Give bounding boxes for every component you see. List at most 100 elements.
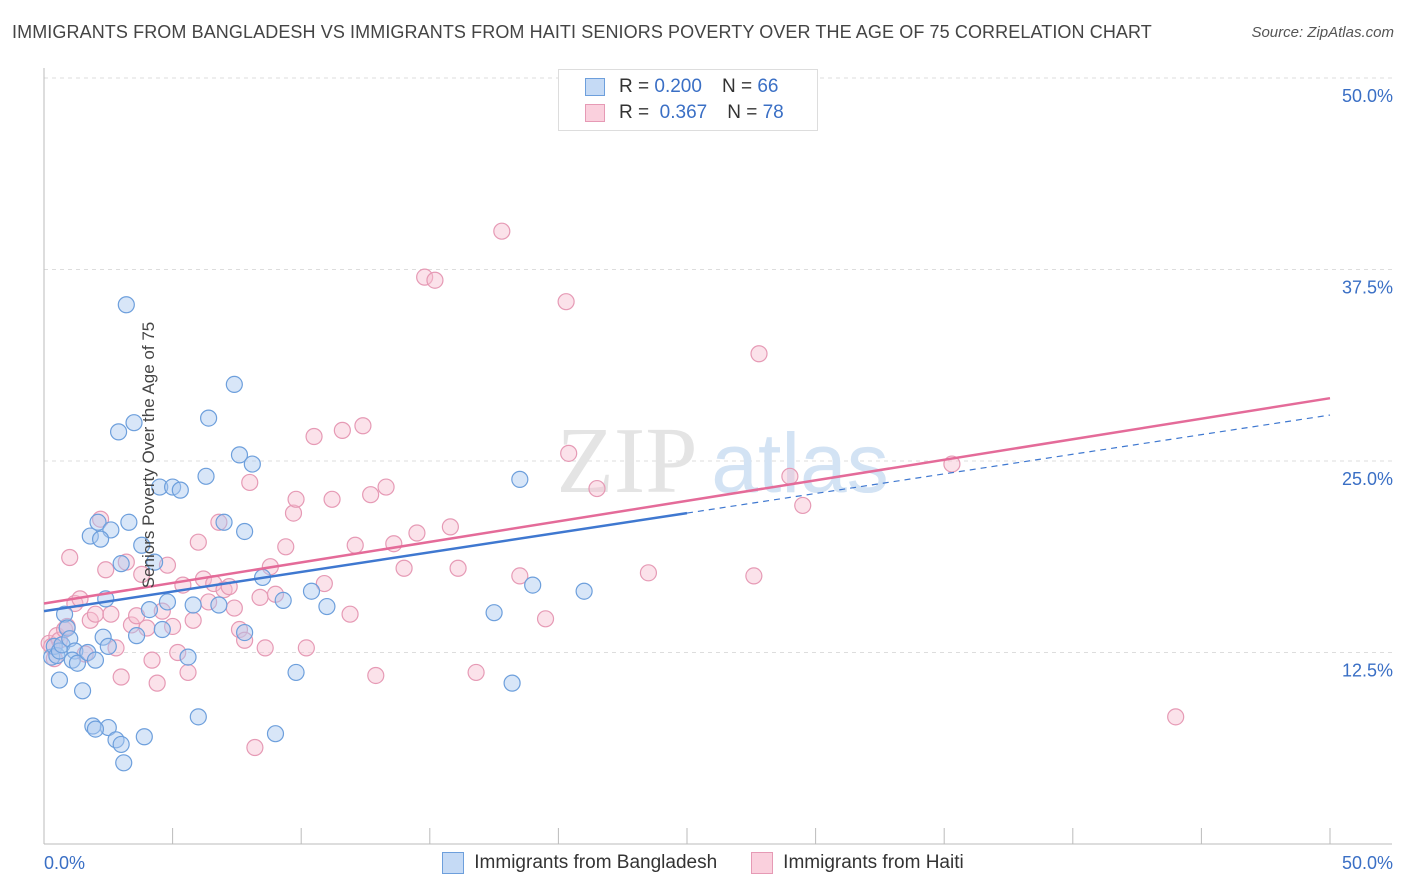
point-haiti bbox=[560, 444, 578, 462]
point-haiti bbox=[362, 486, 380, 504]
point-haiti bbox=[588, 479, 606, 498]
watermark: ZIP atlas bbox=[557, 409, 889, 513]
point-haiti bbox=[467, 663, 485, 682]
point-haiti bbox=[745, 567, 763, 585]
y-tick-label: 12.5% bbox=[1342, 661, 1393, 681]
point-haiti bbox=[241, 473, 259, 492]
gridlines bbox=[44, 77, 1392, 653]
point-bangladesh bbox=[99, 637, 117, 655]
point-haiti bbox=[536, 610, 555, 628]
tick-labels: 12.5% 25.0% 37.5% 50.0% 0.0% 50.0% bbox=[44, 86, 1393, 873]
point-haiti bbox=[639, 564, 658, 582]
point-haiti bbox=[143, 651, 161, 669]
point-bangladesh bbox=[524, 576, 542, 594]
series-swatch-pink bbox=[751, 852, 774, 874]
point-haiti bbox=[102, 605, 120, 623]
point-haiti bbox=[287, 490, 305, 508]
point-bangladesh bbox=[318, 597, 336, 616]
point-haiti bbox=[256, 639, 274, 657]
trend-line-haiti bbox=[43, 396, 1331, 605]
y-axis-label: Seniors Poverty Over the Age of 75 bbox=[139, 321, 159, 589]
point-bangladesh bbox=[287, 663, 305, 682]
point-bangladesh bbox=[55, 605, 74, 623]
point-bangladesh bbox=[117, 296, 135, 314]
point-bangladesh bbox=[197, 467, 215, 485]
point-haiti bbox=[315, 574, 333, 593]
point-haiti bbox=[184, 611, 202, 629]
point-haiti bbox=[333, 421, 351, 439]
point-bangladesh bbox=[145, 553, 164, 571]
point-bangladesh bbox=[58, 619, 76, 637]
point-haiti bbox=[97, 561, 115, 579]
point-bangladesh bbox=[200, 409, 218, 427]
point-haiti bbox=[750, 345, 768, 363]
series-label-haiti: Immigrants from Haiti bbox=[783, 852, 964, 873]
point-haiti bbox=[408, 524, 426, 542]
point-bangladesh bbox=[81, 527, 99, 545]
point-bangladesh bbox=[230, 446, 249, 464]
point-bangladesh bbox=[115, 754, 133, 772]
point-haiti bbox=[441, 518, 459, 536]
trend-lines bbox=[43, 396, 1331, 613]
point-haiti bbox=[169, 643, 187, 662]
point-haiti bbox=[341, 605, 359, 623]
point-bangladesh bbox=[107, 731, 125, 749]
trend-extension-bangladesh bbox=[686, 414, 1331, 514]
point-haiti bbox=[225, 599, 243, 617]
point-bangladesh bbox=[48, 646, 66, 665]
point-bangladesh bbox=[89, 513, 107, 531]
legend-swatch-pink bbox=[585, 104, 605, 122]
point-haiti bbox=[794, 496, 812, 515]
point-bangladesh bbox=[302, 582, 321, 600]
point-haiti bbox=[189, 533, 207, 551]
point-haiti bbox=[133, 565, 151, 583]
point-bangladesh bbox=[236, 522, 254, 541]
point-haiti bbox=[354, 417, 372, 435]
x-tick-label: 50.0% bbox=[1342, 853, 1393, 873]
legend-n-value: 66 bbox=[757, 76, 779, 97]
point-bangladesh bbox=[171, 481, 189, 499]
point-bangladesh bbox=[184, 596, 202, 614]
point-bangladesh bbox=[120, 513, 138, 531]
point-bangladesh bbox=[50, 671, 69, 689]
point-haiti bbox=[416, 268, 434, 286]
point-bangladesh bbox=[140, 601, 159, 619]
point-bangladesh bbox=[112, 735, 130, 754]
point-bangladesh bbox=[189, 708, 207, 726]
point-bangladesh bbox=[236, 623, 254, 642]
legend-row-bangladesh: R = 0.200 N = 66 bbox=[585, 75, 778, 99]
point-haiti bbox=[449, 559, 467, 577]
point-haiti bbox=[164, 617, 182, 636]
point-bangladesh bbox=[243, 455, 261, 473]
point-bangladesh bbox=[225, 375, 243, 393]
source-credit: Source: ZipAtlas.com bbox=[1251, 24, 1394, 41]
point-haiti bbox=[781, 467, 799, 485]
point-bangladesh bbox=[125, 414, 143, 432]
point-haiti bbox=[323, 490, 341, 508]
series-swatch-blue bbox=[442, 852, 465, 874]
legend-r-label: R = bbox=[619, 76, 650, 97]
point-haiti bbox=[215, 581, 233, 599]
point-bangladesh bbox=[274, 591, 292, 610]
legend-n-value: 78 bbox=[762, 102, 784, 123]
series-legend-haiti[interactable]: Immigrants from Haiti bbox=[751, 852, 964, 874]
series-legend: Immigrants from Bangladesh Immigrants fr… bbox=[0, 852, 1406, 874]
point-bangladesh bbox=[127, 627, 146, 645]
point-haiti bbox=[377, 478, 395, 496]
point-haiti bbox=[395, 559, 413, 577]
legend-row-haiti: R = 0.367 N = 78 bbox=[585, 101, 784, 125]
point-haiti bbox=[230, 620, 249, 639]
point-bangladesh bbox=[575, 582, 593, 600]
point-bangladesh bbox=[485, 604, 503, 622]
point-haiti bbox=[61, 548, 79, 567]
point-haiti bbox=[493, 222, 511, 240]
point-haiti bbox=[277, 538, 295, 556]
point-haiti bbox=[246, 738, 264, 757]
chart-title: IMMIGRANTS FROM BANGLADESH VS IMMIGRANTS… bbox=[12, 22, 1152, 42]
point-haiti bbox=[367, 666, 385, 685]
point-haiti bbox=[557, 293, 575, 311]
series-legend-bangladesh[interactable]: Immigrants from Bangladesh bbox=[442, 852, 717, 874]
point-bangladesh bbox=[179, 648, 197, 666]
point-bangladesh bbox=[151, 478, 169, 496]
point-bangladesh bbox=[511, 470, 529, 488]
